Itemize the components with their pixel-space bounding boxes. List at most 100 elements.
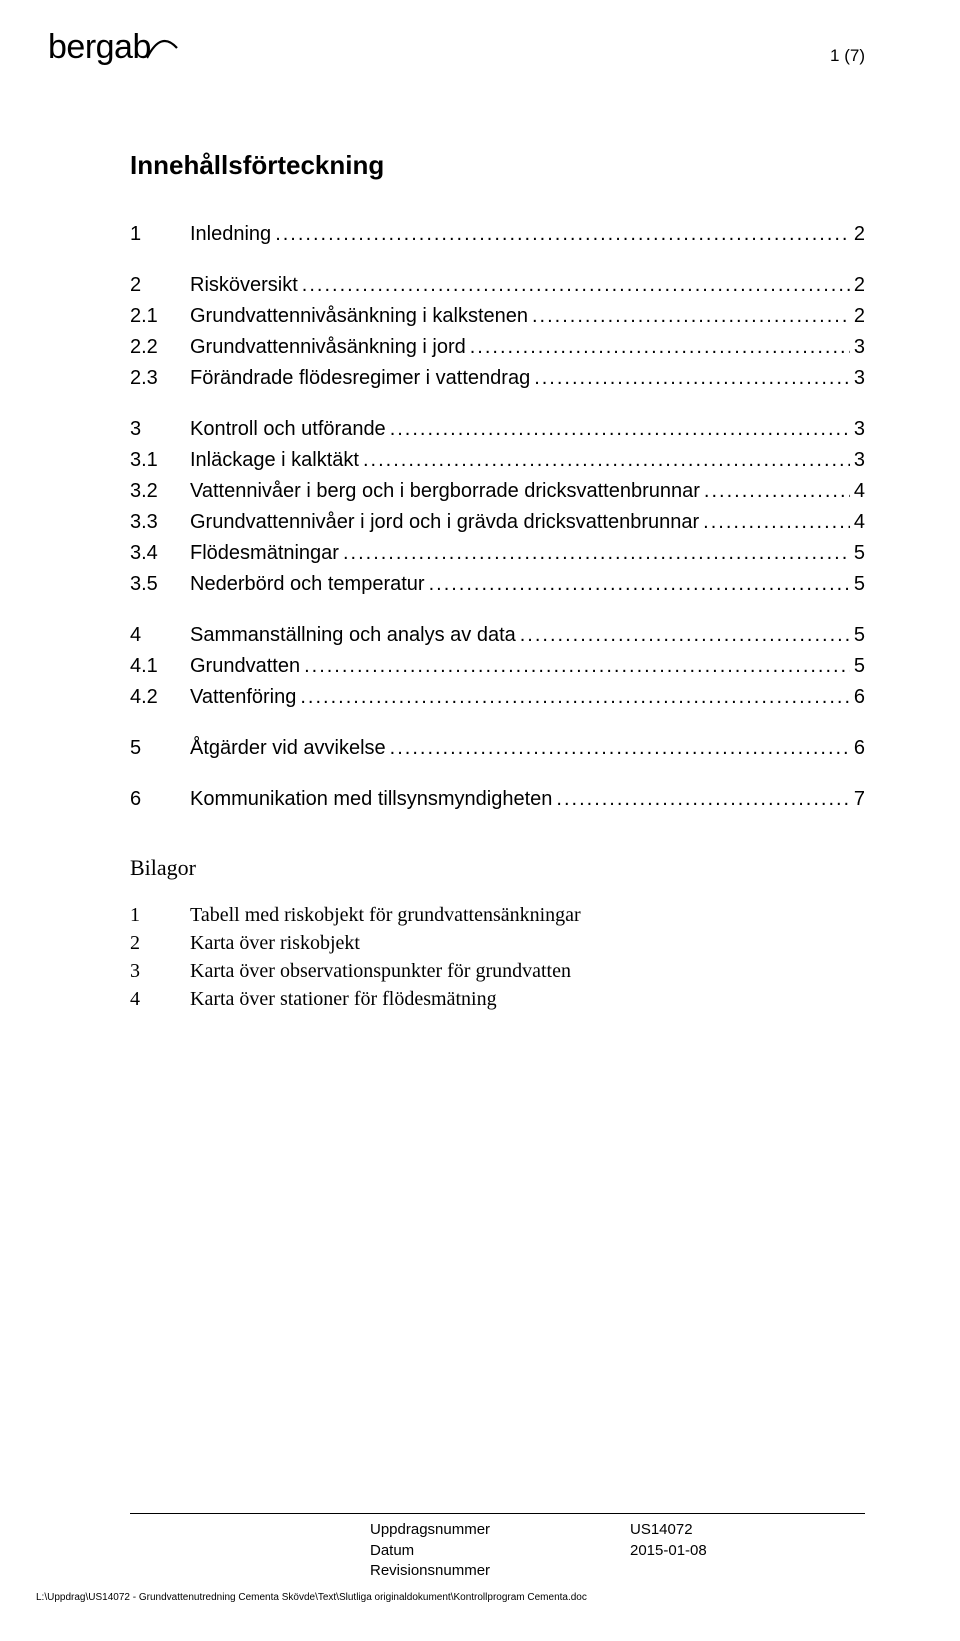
logo: bergab <box>48 32 179 63</box>
toc-leader: ........................................… <box>556 784 849 815</box>
toc-num: 6 <box>130 784 190 815</box>
toc-leader: ........................................… <box>534 363 850 394</box>
toc-row: 2.3Förändrade flödesregimer i vattendrag… <box>130 363 865 394</box>
toc-num: 2.2 <box>130 332 190 363</box>
toc-label: Kommunikation med tillsynsmyndigheten <box>190 784 556 815</box>
bilagor-label: Karta över observationspunkter för grund… <box>190 957 571 985</box>
toc-num: 3.5 <box>130 569 190 600</box>
bilagor-list: 1Tabell med riskobjekt för grundvattensä… <box>130 901 865 1013</box>
bilagor-num: 1 <box>130 901 190 929</box>
toc-leader: ........................................… <box>390 414 850 445</box>
toc-label: Kontroll och utförande <box>190 414 390 445</box>
toc-group: 3 Kontroll och utförande ................… <box>130 414 865 600</box>
toc-page: 5 <box>850 651 865 682</box>
toc-leader: ........................................… <box>704 476 850 507</box>
toc-label: Grundvattennivåsänkning i kalkstenen <box>190 301 532 332</box>
toc-num: 5 <box>130 733 190 764</box>
toc-page: 2 <box>850 301 865 332</box>
toc-page: 6 <box>850 682 865 713</box>
bilagor-row: 4Karta över stationer för flödesmätning <box>130 985 865 1013</box>
footer-path: L:\Uppdrag\US14072 - Grundvattenutrednin… <box>36 1592 587 1603</box>
toc-row: 2.1Grundvattennivåsänkning i kalkstenen … <box>130 301 865 332</box>
toc-leader: ........................................… <box>429 569 850 600</box>
toc-row: 2Risköversikt ..........................… <box>130 270 865 301</box>
toc-row: 3.4Flödesmätningar .....................… <box>130 538 865 569</box>
toc-leader: ........................................… <box>343 538 850 569</box>
toc-group: 1Inledning .............................… <box>130 219 865 250</box>
toc-page: 5 <box>850 569 865 600</box>
toc-heading: Innehållsförteckning <box>130 150 865 181</box>
toc-num: 2.1 <box>130 301 190 332</box>
footer-value <box>630 1561 865 1581</box>
toc-num: 3.4 <box>130 538 190 569</box>
toc-label: Vattenföring <box>190 682 300 713</box>
bilagor-row: 3Karta över observationspunkter för grun… <box>130 957 865 985</box>
toc-page: 2 <box>850 270 865 301</box>
toc-label: Grundvatten <box>190 651 304 682</box>
bilagor-heading: Bilagor <box>130 855 865 881</box>
logo-text: bergab <box>48 32 151 63</box>
toc-page: 4 <box>850 476 865 507</box>
toc-leader: ........................................… <box>302 270 850 301</box>
bilagor-num: 2 <box>130 929 190 957</box>
toc-row: 5Åtgärder vid avvikelse ................… <box>130 733 865 764</box>
toc-label: Vattennivåer i berg och i bergborrade dr… <box>190 476 704 507</box>
toc-leader: ........................................… <box>300 682 850 713</box>
toc-num: 2.3 <box>130 363 190 394</box>
footer-label: Uppdragsnummer <box>370 1520 630 1540</box>
bilagor-label: Karta över stationer för flödesmätning <box>190 985 497 1013</box>
toc-row: 6Kommunikation med tillsynsmyndigheten .… <box>130 784 865 815</box>
footer-row: UppdragsnummerUS14072 <box>130 1520 865 1540</box>
toc-leader: ........................................… <box>363 445 850 476</box>
toc-row: 2.2Grundvattennivåsänkning i jord ......… <box>130 332 865 363</box>
toc-row: 3 Kontroll och utförande ................… <box>130 414 865 445</box>
toc-label: Åtgärder vid avvikelse <box>190 733 390 764</box>
toc-num: 2 <box>130 270 190 301</box>
toc-label: Inläckage i kalktäkt <box>190 445 363 476</box>
toc-leader: ........................................… <box>275 219 850 250</box>
toc: 1Inledning .............................… <box>130 219 865 815</box>
toc-leader: ........................................… <box>304 651 850 682</box>
toc-label: Nederbörd och temperatur <box>190 569 429 600</box>
toc-row: 4Sammanställning och analys av data ....… <box>130 620 865 651</box>
toc-row: 3.5Nederbörd och temperatur ............… <box>130 569 865 600</box>
toc-group: 6Kommunikation med tillsynsmyndigheten .… <box>130 784 865 815</box>
toc-label: Grundvattennivåer i jord och i grävda dr… <box>190 507 703 538</box>
footer-row: Datum2015-01-08 <box>130 1541 865 1561</box>
toc-label: Risköversikt <box>190 270 302 301</box>
toc-label: Inledning <box>190 219 275 250</box>
toc-label: Grundvattennivåsänkning i jord <box>190 332 470 363</box>
footer-value: US14072 <box>630 1520 865 1540</box>
toc-num: 3.1 <box>130 445 190 476</box>
footer-table: UppdragsnummerUS14072Datum2015-01-08Revi… <box>130 1520 865 1581</box>
toc-page: 5 <box>850 620 865 651</box>
toc-num: 3.2 <box>130 476 190 507</box>
toc-page: 3 <box>850 332 865 363</box>
footer-label: Datum <box>370 1541 630 1561</box>
toc-group: 2Risköversikt ..........................… <box>130 270 865 394</box>
toc-label: Förändrade flödesregimer i vattendrag <box>190 363 534 394</box>
toc-row: 1Inledning .............................… <box>130 219 865 250</box>
footer-row: Revisionsnummer <box>130 1561 865 1581</box>
toc-page: 2 <box>850 219 865 250</box>
toc-group: 5Åtgärder vid avvikelse ................… <box>130 733 865 764</box>
toc-page: 3 <box>850 414 865 445</box>
main-content: Innehållsförteckning 1Inledning ........… <box>130 150 865 1013</box>
toc-row: 4.1Grundvatten .........................… <box>130 651 865 682</box>
toc-num: 3.3 <box>130 507 190 538</box>
toc-leader: ........................................… <box>520 620 850 651</box>
toc-num: 4.1 <box>130 651 190 682</box>
toc-leader: ........................................… <box>470 332 850 363</box>
toc-num: 1 <box>130 219 190 250</box>
footer-divider <box>130 1513 865 1514</box>
bilagor-row: 2Karta över riskobjekt <box>130 929 865 957</box>
toc-page: 4 <box>850 507 865 538</box>
toc-leader: ........................................… <box>532 301 850 332</box>
toc-page: 5 <box>850 538 865 569</box>
page-number: 1 (7) <box>830 46 865 66</box>
toc-page: 3 <box>850 445 865 476</box>
toc-page: 6 <box>850 733 865 764</box>
toc-leader: ........................................… <box>703 507 850 538</box>
toc-row: 4.2Vattenföring ........................… <box>130 682 865 713</box>
toc-row: 3.1Inläckage i kalktäkt ................… <box>130 445 865 476</box>
